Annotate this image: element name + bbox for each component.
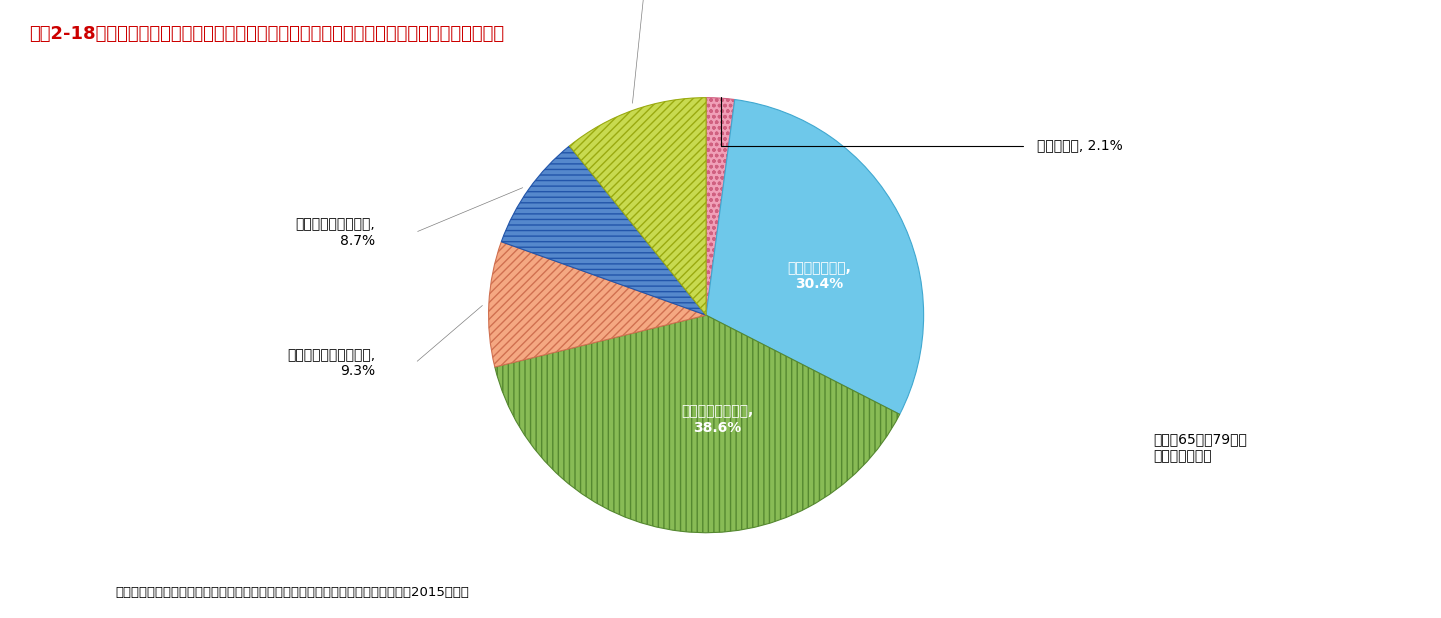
Text: まあまあ進んだ,
30.4%: まあまあ進んだ, 30.4% — [787, 261, 852, 291]
Wedge shape — [488, 242, 706, 367]
Text: 図表2-18　鉄軌道車両におけるバリアフリー・ユニバーサルデザインの進捗状況に対する意識: 図表2-18 鉄軌道車両におけるバリアフリー・ユニバーサルデザインの進捗状況に対… — [29, 25, 504, 43]
Wedge shape — [706, 99, 924, 414]
Text: ほとんど進んでいない,
9.3%: ほとんど進んでいない, 9.3% — [287, 348, 376, 378]
Wedge shape — [569, 98, 706, 315]
Wedge shape — [494, 315, 899, 533]
Text: 資料：内閣府「バリアフリー・ユニバーサルデザインに関する意識調査報告書」（2015年度）: 資料：内閣府「バリアフリー・ユニバーサルデザインに関する意識調査報告書」（201… — [115, 586, 470, 599]
Wedge shape — [706, 98, 735, 315]
Text: どちらともいえない,
8.7%: どちらともいえない, 8.7% — [295, 218, 376, 248]
Text: あまり進んでない,
38.6%: あまり進んでない, 38.6% — [680, 405, 754, 434]
Text: 十分進んだ, 2.1%: 十分進んだ, 2.1% — [1036, 138, 1123, 153]
Text: （注）65歳～79歳の
　　　回答結果: （注）65歳～79歳の 回答結果 — [1153, 433, 1246, 463]
Wedge shape — [501, 146, 706, 315]
